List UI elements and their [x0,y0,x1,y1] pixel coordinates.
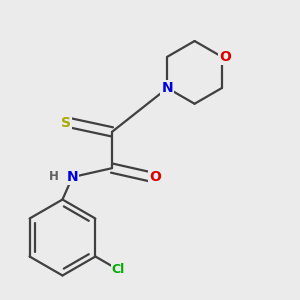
Text: S: S [61,116,71,130]
Text: Cl: Cl [112,263,125,276]
Text: H: H [49,169,59,183]
Text: N: N [67,170,78,184]
Text: O: O [219,50,231,64]
Text: O: O [149,170,161,184]
Text: N: N [162,81,173,95]
